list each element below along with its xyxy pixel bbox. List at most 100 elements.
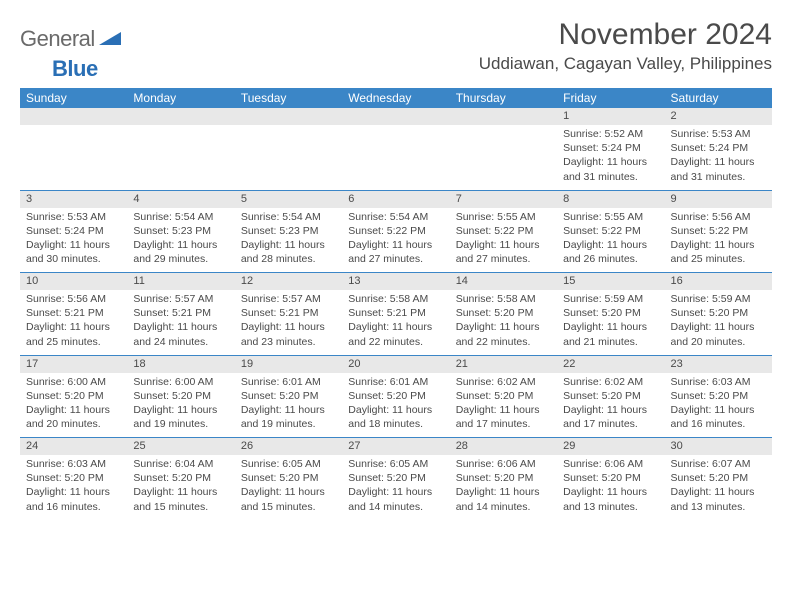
weekday-header: Sunday [20, 88, 127, 108]
day-number-cell: 6 [342, 190, 449, 207]
day-number-cell: 8 [557, 190, 664, 207]
brand-logo: General [20, 18, 123, 52]
day-number-cell: 22 [557, 355, 664, 372]
day-details-cell: Sunrise: 6:06 AMSunset: 5:20 PMDaylight:… [450, 455, 557, 520]
day-details-cell [127, 125, 234, 190]
daylight-text: Daylight: 11 hours and 20 minutes. [26, 403, 121, 431]
calendar-body: 12Sunrise: 5:52 AMSunset: 5:24 PMDayligh… [20, 108, 772, 520]
day-number-cell: 13 [342, 273, 449, 290]
sunset-text: Sunset: 5:20 PM [241, 389, 336, 403]
sunset-text: Sunset: 5:23 PM [133, 224, 228, 238]
daylight-text: Daylight: 11 hours and 30 minutes. [26, 238, 121, 266]
sunrise-text: Sunrise: 6:07 AM [671, 457, 766, 471]
day-details-cell: Sunrise: 5:56 AMSunset: 5:21 PMDaylight:… [20, 290, 127, 355]
sunrise-text: Sunrise: 5:52 AM [563, 127, 658, 141]
day-details-cell: Sunrise: 5:58 AMSunset: 5:21 PMDaylight:… [342, 290, 449, 355]
day-number-cell: 23 [665, 355, 772, 372]
day-number-cell: 19 [235, 355, 342, 372]
sunrise-text: Sunrise: 6:03 AM [26, 457, 121, 471]
daylight-text: Daylight: 11 hours and 22 minutes. [456, 320, 551, 348]
title-block: November 2024 Uddiawan, Cagayan Valley, … [479, 18, 772, 74]
day-number-cell: 26 [235, 438, 342, 455]
day-number-cell: 9 [665, 190, 772, 207]
day-number-cell: 28 [450, 438, 557, 455]
day-number-cell: 30 [665, 438, 772, 455]
day-number-cell: 12 [235, 273, 342, 290]
sunrise-text: Sunrise: 5:58 AM [348, 292, 443, 306]
sunset-text: Sunset: 5:23 PM [241, 224, 336, 238]
day-number-cell [450, 108, 557, 125]
daylight-text: Daylight: 11 hours and 16 minutes. [671, 403, 766, 431]
sunset-text: Sunset: 5:20 PM [348, 389, 443, 403]
day-details-cell: Sunrise: 6:03 AMSunset: 5:20 PMDaylight:… [665, 373, 772, 438]
daylight-text: Daylight: 11 hours and 31 minutes. [563, 155, 658, 183]
day-number-cell: 2 [665, 108, 772, 125]
day-details-cell: Sunrise: 5:57 AMSunset: 5:21 PMDaylight:… [127, 290, 234, 355]
daylight-text: Daylight: 11 hours and 17 minutes. [563, 403, 658, 431]
sunrise-text: Sunrise: 6:02 AM [563, 375, 658, 389]
daylight-text: Daylight: 11 hours and 23 minutes. [241, 320, 336, 348]
sunrise-text: Sunrise: 5:53 AM [671, 127, 766, 141]
location: Uddiawan, Cagayan Valley, Philippines [479, 54, 772, 74]
daylight-text: Daylight: 11 hours and 17 minutes. [456, 403, 551, 431]
day-number-cell: 16 [665, 273, 772, 290]
day-number-cell: 25 [127, 438, 234, 455]
sunrise-text: Sunrise: 6:06 AM [563, 457, 658, 471]
day-details-cell: Sunrise: 5:58 AMSunset: 5:20 PMDaylight:… [450, 290, 557, 355]
sunset-text: Sunset: 5:20 PM [133, 471, 228, 485]
sunset-text: Sunset: 5:22 PM [671, 224, 766, 238]
day-details-cell: Sunrise: 6:00 AMSunset: 5:20 PMDaylight:… [127, 373, 234, 438]
day-number-cell: 29 [557, 438, 664, 455]
daylight-text: Daylight: 11 hours and 25 minutes. [26, 320, 121, 348]
sunset-text: Sunset: 5:24 PM [26, 224, 121, 238]
daylight-text: Daylight: 11 hours and 21 minutes. [563, 320, 658, 348]
day-details-cell: Sunrise: 6:02 AMSunset: 5:20 PMDaylight:… [450, 373, 557, 438]
day-details-cell: Sunrise: 5:53 AMSunset: 5:24 PMDaylight:… [20, 208, 127, 273]
day-details-cell: Sunrise: 5:55 AMSunset: 5:22 PMDaylight:… [450, 208, 557, 273]
day-details-cell [20, 125, 127, 190]
daynum-row: 3456789 [20, 190, 772, 207]
day-details-cell: Sunrise: 5:54 AMSunset: 5:23 PMDaylight:… [235, 208, 342, 273]
sunset-text: Sunset: 5:24 PM [671, 141, 766, 155]
sunset-text: Sunset: 5:20 PM [563, 306, 658, 320]
calendar-table: Sunday Monday Tuesday Wednesday Thursday… [20, 88, 772, 520]
daylight-text: Daylight: 11 hours and 27 minutes. [456, 238, 551, 266]
day-number-cell [20, 108, 127, 125]
day-details-cell: Sunrise: 5:57 AMSunset: 5:21 PMDaylight:… [235, 290, 342, 355]
sunset-text: Sunset: 5:22 PM [563, 224, 658, 238]
sunset-text: Sunset: 5:20 PM [26, 389, 121, 403]
sunrise-text: Sunrise: 6:00 AM [26, 375, 121, 389]
sunset-text: Sunset: 5:22 PM [348, 224, 443, 238]
header: General November 2024 Uddiawan, Cagayan … [20, 18, 772, 74]
day-details-cell [342, 125, 449, 190]
daylight-text: Daylight: 11 hours and 19 minutes. [133, 403, 228, 431]
sunrise-text: Sunrise: 6:04 AM [133, 457, 228, 471]
day-number-cell [127, 108, 234, 125]
day-details-cell: Sunrise: 6:07 AMSunset: 5:20 PMDaylight:… [665, 455, 772, 520]
day-details-cell: Sunrise: 6:06 AMSunset: 5:20 PMDaylight:… [557, 455, 664, 520]
daylight-text: Daylight: 11 hours and 20 minutes. [671, 320, 766, 348]
daynum-row: 24252627282930 [20, 438, 772, 455]
day-number-cell: 27 [342, 438, 449, 455]
sunrise-text: Sunrise: 5:54 AM [241, 210, 336, 224]
daynum-row: 10111213141516 [20, 273, 772, 290]
day-details-cell: Sunrise: 6:01 AMSunset: 5:20 PMDaylight:… [342, 373, 449, 438]
details-row: Sunrise: 6:03 AMSunset: 5:20 PMDaylight:… [20, 455, 772, 520]
day-number-cell [235, 108, 342, 125]
sunrise-text: Sunrise: 6:01 AM [348, 375, 443, 389]
sunset-text: Sunset: 5:20 PM [456, 306, 551, 320]
daylight-text: Daylight: 11 hours and 18 minutes. [348, 403, 443, 431]
day-details-cell: Sunrise: 5:55 AMSunset: 5:22 PMDaylight:… [557, 208, 664, 273]
day-number-cell: 21 [450, 355, 557, 372]
sunset-text: Sunset: 5:20 PM [456, 389, 551, 403]
sunrise-text: Sunrise: 5:53 AM [26, 210, 121, 224]
sunrise-text: Sunrise: 5:55 AM [563, 210, 658, 224]
sunrise-text: Sunrise: 5:57 AM [133, 292, 228, 306]
day-number-cell: 1 [557, 108, 664, 125]
sunset-text: Sunset: 5:21 PM [348, 306, 443, 320]
daynum-row: 12 [20, 108, 772, 125]
day-details-cell: Sunrise: 6:05 AMSunset: 5:20 PMDaylight:… [342, 455, 449, 520]
sunrise-text: Sunrise: 5:55 AM [456, 210, 551, 224]
day-details-cell: Sunrise: 5:59 AMSunset: 5:20 PMDaylight:… [557, 290, 664, 355]
day-number-cell: 3 [20, 190, 127, 207]
